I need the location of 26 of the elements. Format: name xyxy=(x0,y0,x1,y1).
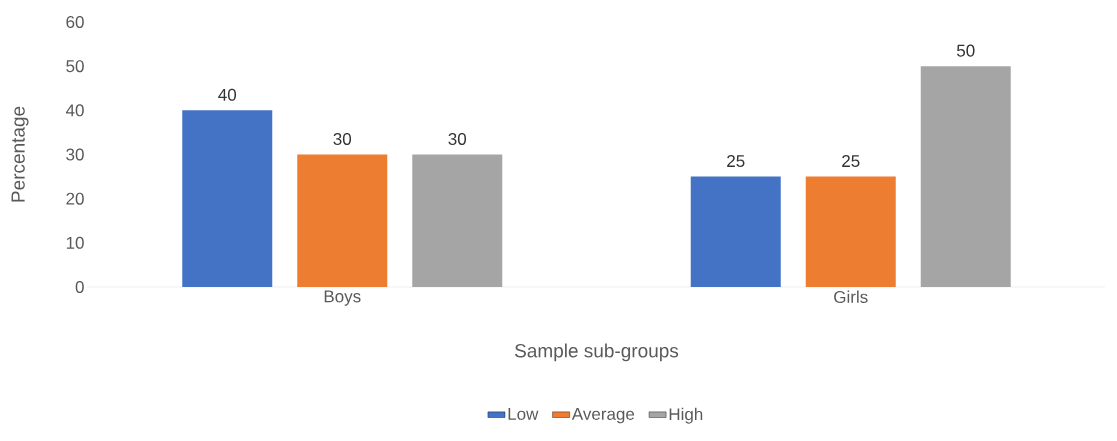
y-tick-label: 60 xyxy=(66,15,84,29)
y-tick-label: 20 xyxy=(66,192,84,205)
y-tick-label: 10 xyxy=(66,236,84,249)
data-label: 25 xyxy=(842,155,860,168)
y-tick-label: 40 xyxy=(65,104,84,117)
data-label: 30 xyxy=(448,132,467,145)
bar xyxy=(182,110,273,287)
legend-label: Low xyxy=(508,408,539,420)
data-label: 25 xyxy=(727,155,745,168)
data-label: 40 xyxy=(218,88,237,101)
bar xyxy=(690,176,781,287)
legend-label: Average xyxy=(571,408,635,424)
y-tick-label: 30 xyxy=(66,148,84,161)
bar xyxy=(297,154,388,287)
x-axis-title: Sample sub-groups xyxy=(514,343,679,362)
y-tick-label: 0 xyxy=(75,280,84,294)
x-tick-label: Girls xyxy=(834,290,868,304)
data-label: 30 xyxy=(333,132,352,145)
bar xyxy=(805,176,896,287)
y-axis-title: Percentage xyxy=(11,106,29,202)
y-tick-label: 50 xyxy=(66,60,84,73)
bar xyxy=(412,154,503,287)
data-label: 50 xyxy=(956,44,975,57)
bar xyxy=(920,66,1011,287)
x-tick-label: Boys xyxy=(324,290,361,306)
legend-label: High xyxy=(669,407,703,424)
